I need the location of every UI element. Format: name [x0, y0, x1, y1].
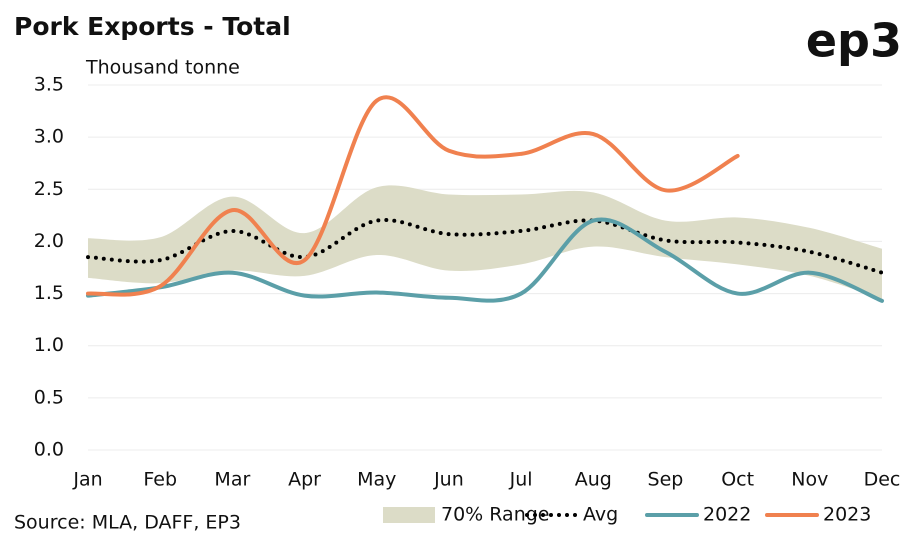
y-tick-label: 0.5	[34, 386, 64, 408]
y-tick-label: 3.0	[34, 126, 64, 148]
y-tick-label: 1.0	[34, 334, 64, 356]
legend-label: 70% Range	[441, 504, 550, 526]
x-tick-label: Jun	[433, 469, 464, 491]
x-tick-label: Mar	[214, 469, 250, 491]
x-tick-label: Jan	[72, 469, 102, 491]
subtitle: Thousand tonne	[85, 57, 240, 79]
legend-label: Avg	[583, 504, 618, 526]
range-band	[88, 185, 882, 299]
y-tick-label: 2.0	[34, 230, 64, 252]
x-tick-label: Dec	[864, 469, 901, 491]
legend-label: 2022	[703, 504, 751, 526]
logo: ep3	[806, 14, 902, 68]
x-tick-label: Feb	[143, 469, 177, 491]
x-tick-label: May	[357, 469, 396, 491]
series-line	[86, 95, 740, 297]
y-tick-label: 1.5	[34, 282, 64, 304]
x-tick-label: Apr	[288, 469, 321, 491]
series-line	[86, 217, 884, 303]
chart-title: Pork Exports - Total	[14, 12, 291, 41]
legend-swatch	[383, 507, 435, 523]
y-tick-label: 3.5	[34, 74, 64, 96]
x-tick-label: Sep	[648, 469, 684, 491]
x-tick-label: Aug	[575, 469, 612, 491]
x-tick-label: Jul	[509, 469, 533, 491]
y-tick-label: 0.0	[34, 439, 64, 461]
y-tick-label: 2.5	[34, 178, 64, 200]
source: Source: MLA, DAFF, EP3	[14, 512, 241, 534]
avg-line	[86, 217, 884, 275]
x-tick-label: Nov	[791, 469, 828, 491]
x-tick-label: Oct	[721, 469, 754, 491]
legend-label: 2023	[823, 504, 871, 526]
